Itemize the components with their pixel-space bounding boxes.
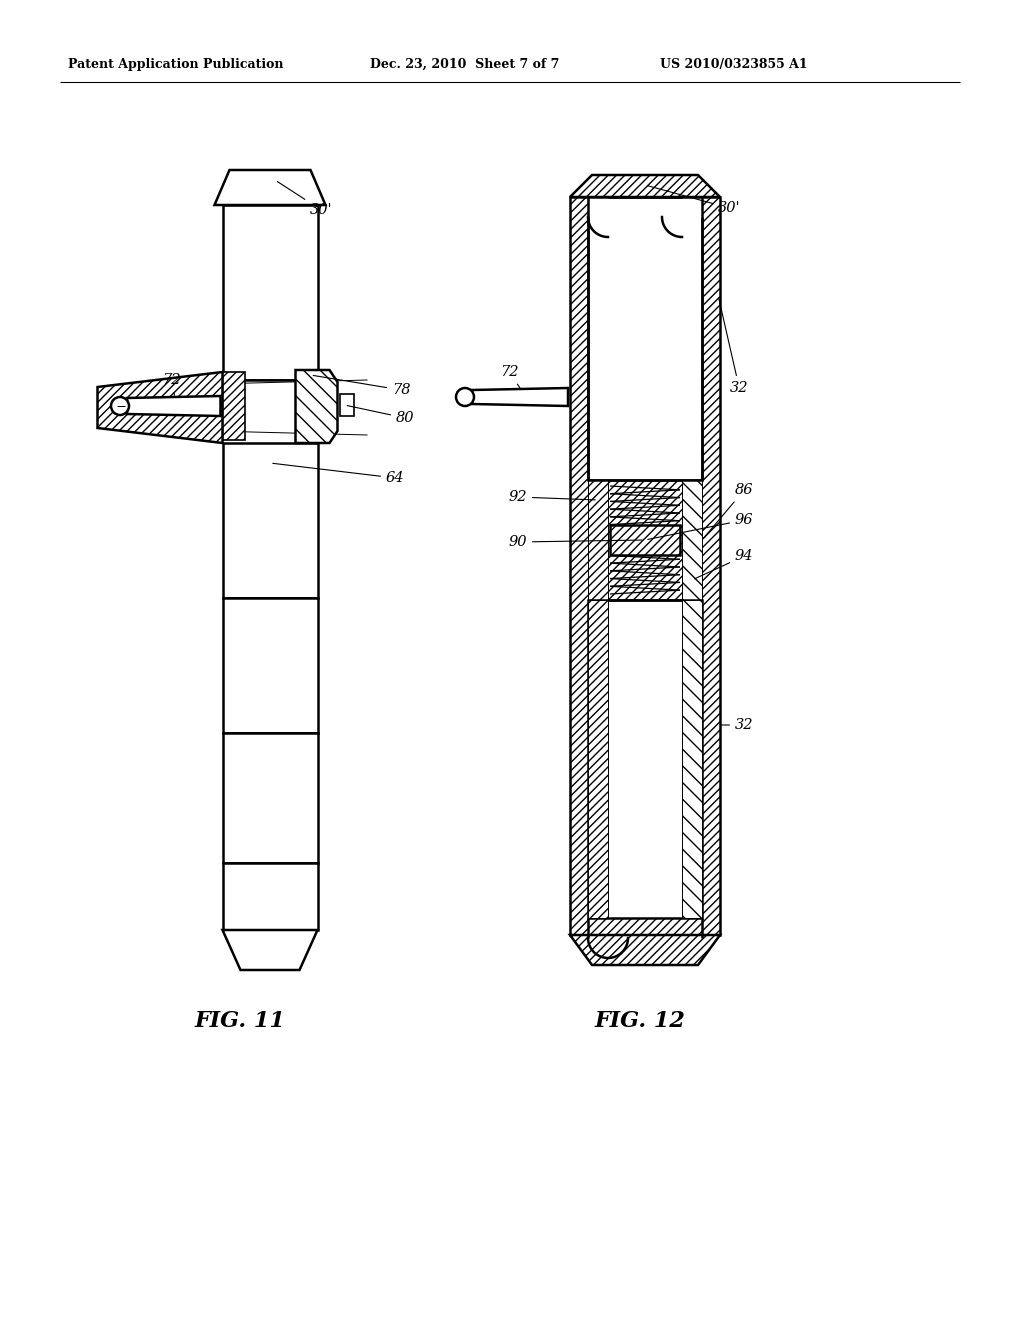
Text: 80: 80 xyxy=(347,405,415,425)
Bar xyxy=(682,480,702,601)
Circle shape xyxy=(456,388,474,407)
Bar xyxy=(340,393,353,416)
Text: 86: 86 xyxy=(703,483,754,537)
Circle shape xyxy=(111,397,129,414)
Text: 94: 94 xyxy=(694,549,754,579)
Bar xyxy=(570,197,720,935)
Text: 78: 78 xyxy=(313,375,411,397)
Polygon shape xyxy=(296,370,338,444)
Polygon shape xyxy=(214,170,326,205)
Bar xyxy=(222,205,317,380)
Text: Dec. 23, 2010  Sheet 7 of 7: Dec. 23, 2010 Sheet 7 of 7 xyxy=(370,58,559,71)
Bar xyxy=(222,863,317,931)
Text: 64: 64 xyxy=(272,463,404,484)
Bar xyxy=(222,444,317,598)
Bar xyxy=(588,480,608,601)
Bar xyxy=(610,525,680,554)
Text: 96: 96 xyxy=(648,513,754,540)
Polygon shape xyxy=(472,388,568,407)
Bar xyxy=(222,372,245,440)
Polygon shape xyxy=(570,935,720,965)
Polygon shape xyxy=(127,396,220,416)
Text: 32: 32 xyxy=(721,718,754,733)
Text: 32: 32 xyxy=(719,298,749,395)
Text: FIG. 12: FIG. 12 xyxy=(595,1010,685,1032)
Text: 72: 72 xyxy=(162,374,180,395)
Bar xyxy=(222,598,317,733)
Text: 92: 92 xyxy=(509,490,595,504)
Text: FIG. 11: FIG. 11 xyxy=(195,1010,286,1032)
Bar xyxy=(222,733,317,863)
Text: Patent Application Publication: Patent Application Publication xyxy=(68,58,284,71)
Polygon shape xyxy=(570,176,720,197)
Bar xyxy=(588,601,608,917)
Text: US 2010/0323855 A1: US 2010/0323855 A1 xyxy=(660,58,808,71)
Text: 90: 90 xyxy=(509,535,642,549)
Bar xyxy=(682,601,702,917)
Bar xyxy=(588,601,702,917)
Text: 30': 30' xyxy=(647,186,740,215)
Polygon shape xyxy=(222,931,317,970)
Polygon shape xyxy=(97,372,222,444)
Text: 30': 30' xyxy=(278,182,333,216)
Text: 72: 72 xyxy=(500,366,520,388)
Bar xyxy=(588,197,702,480)
